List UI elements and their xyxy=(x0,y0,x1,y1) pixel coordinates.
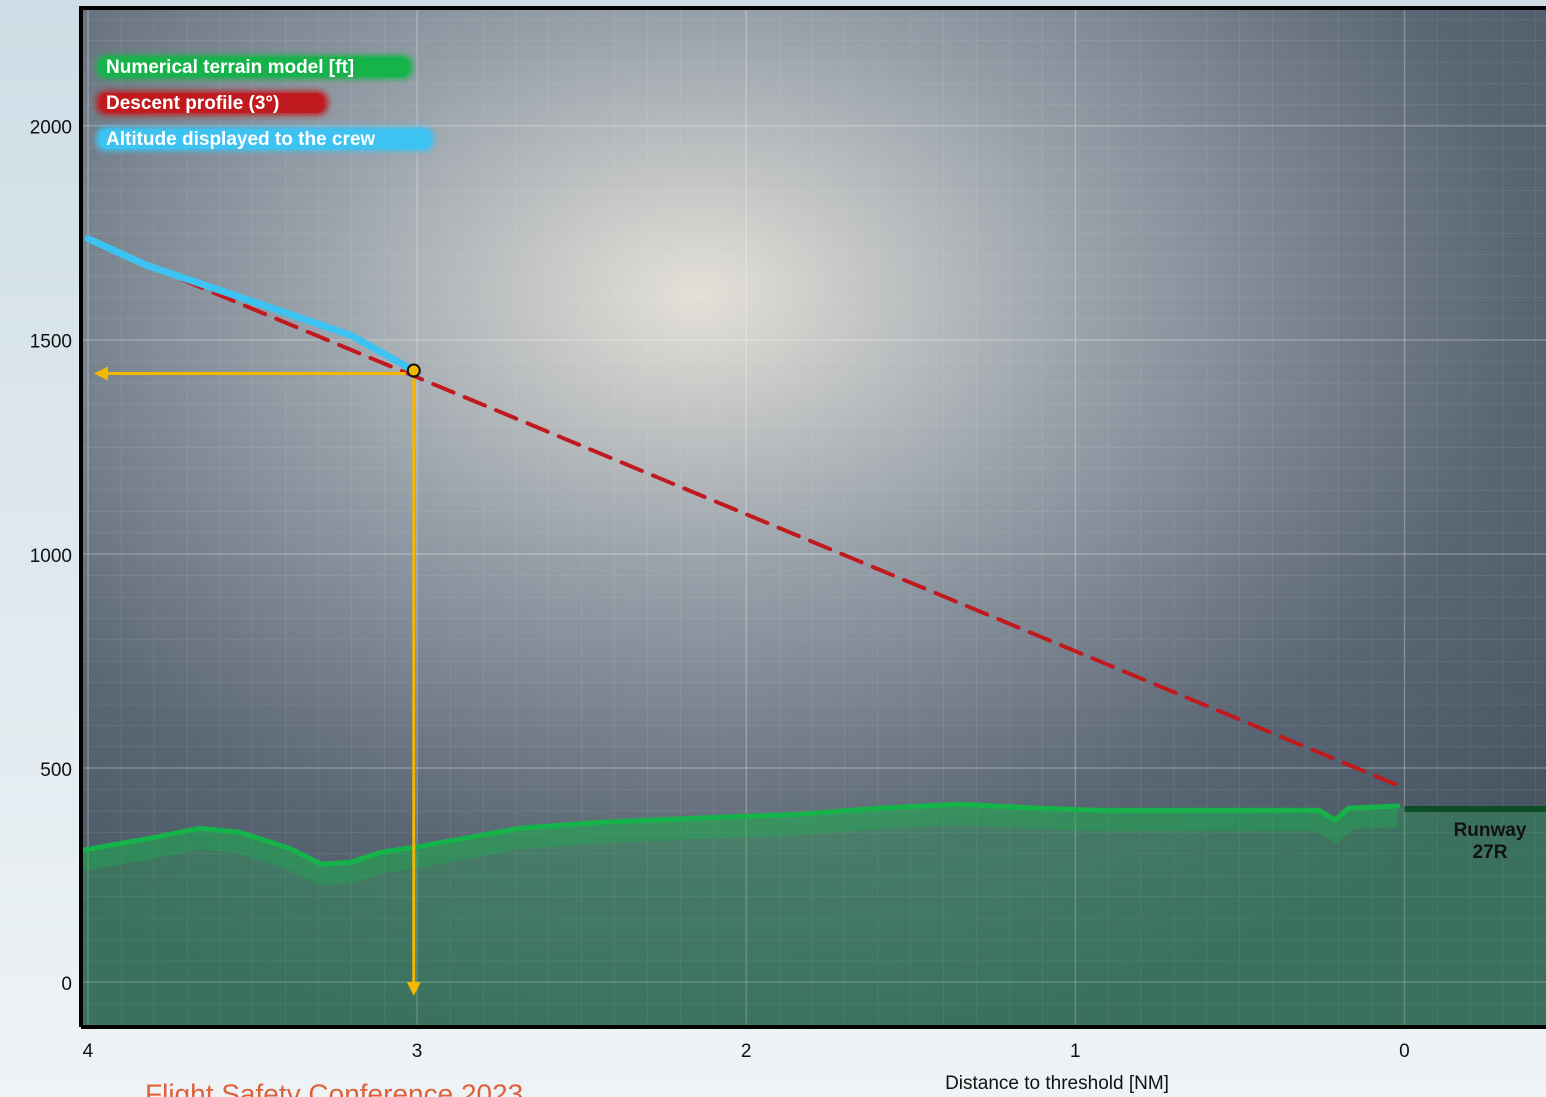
legend-label: Descent profile (3°) xyxy=(106,93,279,114)
reading-point xyxy=(406,363,421,378)
x-tick-label: 0 xyxy=(1399,1041,1410,1062)
arrow-head xyxy=(406,982,421,996)
runway-label: 27R xyxy=(1473,842,1508,863)
minor-grid xyxy=(83,10,1546,1027)
x-axis-label: Distance to threshold [NM] xyxy=(945,1073,1169,1094)
x-tick-label: 1 xyxy=(1070,1041,1081,1062)
x-tick-label: 3 xyxy=(412,1041,423,1062)
series-line xyxy=(80,801,1401,867)
series-line xyxy=(85,238,1407,791)
footer: Flight Safety Conference 2023 xyxy=(145,1078,523,1097)
arrow-head xyxy=(94,366,108,381)
legend-swatch xyxy=(100,57,409,77)
series-line xyxy=(84,235,418,375)
plot-frame xyxy=(79,6,1546,1027)
runway-label: Runway xyxy=(1454,820,1527,841)
y-tick-label: 1500 xyxy=(30,332,72,353)
legend-swatch xyxy=(100,93,324,113)
legend-swatch xyxy=(100,129,430,149)
terrain-area xyxy=(83,804,1546,1027)
x-tick-label: 4 xyxy=(83,1041,94,1062)
y-tick-label: 1000 xyxy=(30,546,72,567)
terrain-band xyxy=(81,803,1399,886)
legend-label: Altitude displayed to the crew xyxy=(106,129,375,150)
y-tick-label: 500 xyxy=(40,760,72,781)
x-tick-label: 2 xyxy=(741,1041,752,1062)
y-tick-label: 2000 xyxy=(30,118,72,139)
y-tick-label: 0 xyxy=(61,974,72,995)
legend-label: Numerical terrain model [ft] xyxy=(106,57,354,78)
